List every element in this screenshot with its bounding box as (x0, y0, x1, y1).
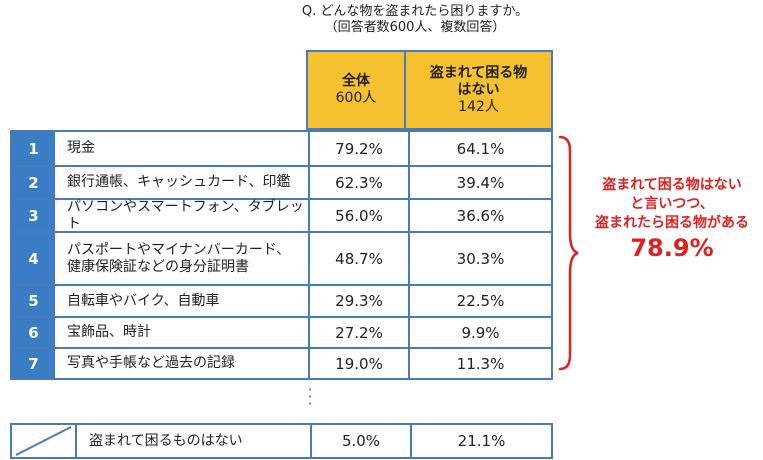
value-all: 19.0% (310, 349, 410, 378)
item-label: 写真や手帳など過去の記録 (55, 349, 310, 378)
callout-value: 78.9% (630, 234, 714, 262)
rank-cell: 7 (12, 349, 55, 378)
last-row-label: 盗まれて困るものはない (77, 425, 312, 457)
slash-cell (12, 425, 77, 457)
chart-title: Q. どんな物を盗まれたら困りますか。 （回答者数600人、複数回答） (185, 4, 645, 36)
item-label: 銀行通帳、キャッシュカード、印鑑 (55, 167, 310, 198)
value-none: 30.3% (456, 249, 505, 268)
brace-icon (558, 135, 579, 371)
value-all: 79.2% (310, 132, 410, 165)
table-row: 7 写真や手帳など過去の記録 19.0% 11.3% (10, 347, 553, 380)
last-row-none: 21.1% (457, 432, 506, 450)
title-line2: （回答者数600人、複数回答） (324, 20, 506, 35)
callout: 盗まれて困る物はない と言いつつ、 盗まれたら困る物がある 78.9% (582, 176, 762, 263)
header-none-name: 盗まれて困る物はない (429, 64, 528, 98)
rank-cell: 4 (12, 233, 55, 284)
item-label-line: パスポートやマイナンバーカード、 (67, 241, 291, 258)
item-label: 宝飾品、時計 (55, 318, 310, 347)
value-none: 9.9% (461, 323, 500, 342)
table-row: 3 パソコンやスマートフォン、タブレット 56.0% 36.6% (10, 198, 553, 233)
callout-line2: と言いつつ、 (630, 196, 714, 212)
value-none: 11.3% (456, 354, 505, 373)
last-row: 盗まれて困るものはない 5.0% 21.1% (10, 423, 553, 459)
table-row: 2 銀行通帳、キャッシュカード、印鑑 62.3% 39.4% (10, 165, 553, 200)
header-all: 全体 600人 (306, 50, 406, 130)
value-none: 22.5% (456, 292, 505, 310)
last-row-all: 5.0% (312, 425, 412, 457)
rank-cell: 3 (12, 200, 55, 231)
item-label: 自転車やバイク、自動車 (55, 286, 310, 316)
value-all: 62.3% (310, 167, 410, 198)
rank-cell: 5 (12, 286, 55, 316)
title-line1: Q. どんな物を盗まれたら困りますか。 (301, 4, 529, 19)
item-label: パスポートやマイナンバーカード、 健康保険証などの身分証明書 (55, 233, 310, 284)
table-row: 5 自転車やバイク、自動車 29.3% 22.5% (10, 284, 553, 318)
table-row: 6 宝飾品、時計 27.2% 9.9% (10, 316, 553, 349)
header-all-n: 600人 (335, 90, 377, 106)
header-none: 盗まれて困る物はない 142人 (404, 50, 553, 130)
header-all-name: 全体 (342, 73, 370, 89)
value-none: 39.4% (456, 173, 505, 192)
value-all: 27.2% (310, 318, 410, 347)
rank-cell: 6 (12, 318, 55, 347)
item-label-line: 健康保険証などの身分証明書 (67, 258, 249, 275)
callout-line1: 盗まれて困る物はない (602, 177, 742, 193)
callout-line3: 盗まれたら困る物がある (595, 215, 749, 231)
rank-cell: 1 (12, 132, 55, 165)
value-all: 48.7% (310, 233, 410, 284)
item-label: 現金 (55, 132, 310, 165)
diagonal-slash-icon (15, 426, 72, 456)
table-row: 1 現金 79.2% 64.1% (10, 130, 553, 167)
table-row: 4 パスポートやマイナンバーカード、 健康保険証などの身分証明書 48.7% 30.3% (10, 231, 553, 286)
continuation-dots: · · · (307, 380, 313, 413)
item-label: パソコンやスマートフォン、タブレット (55, 199, 310, 232)
value-none: 36.6% (456, 206, 505, 225)
rank-cell: 2 (12, 167, 55, 198)
value-all: 56.0% (310, 200, 410, 231)
value-all: 29.3% (310, 286, 410, 316)
value-none: 64.1% (456, 139, 505, 158)
header-none-n: 142人 (458, 98, 499, 115)
